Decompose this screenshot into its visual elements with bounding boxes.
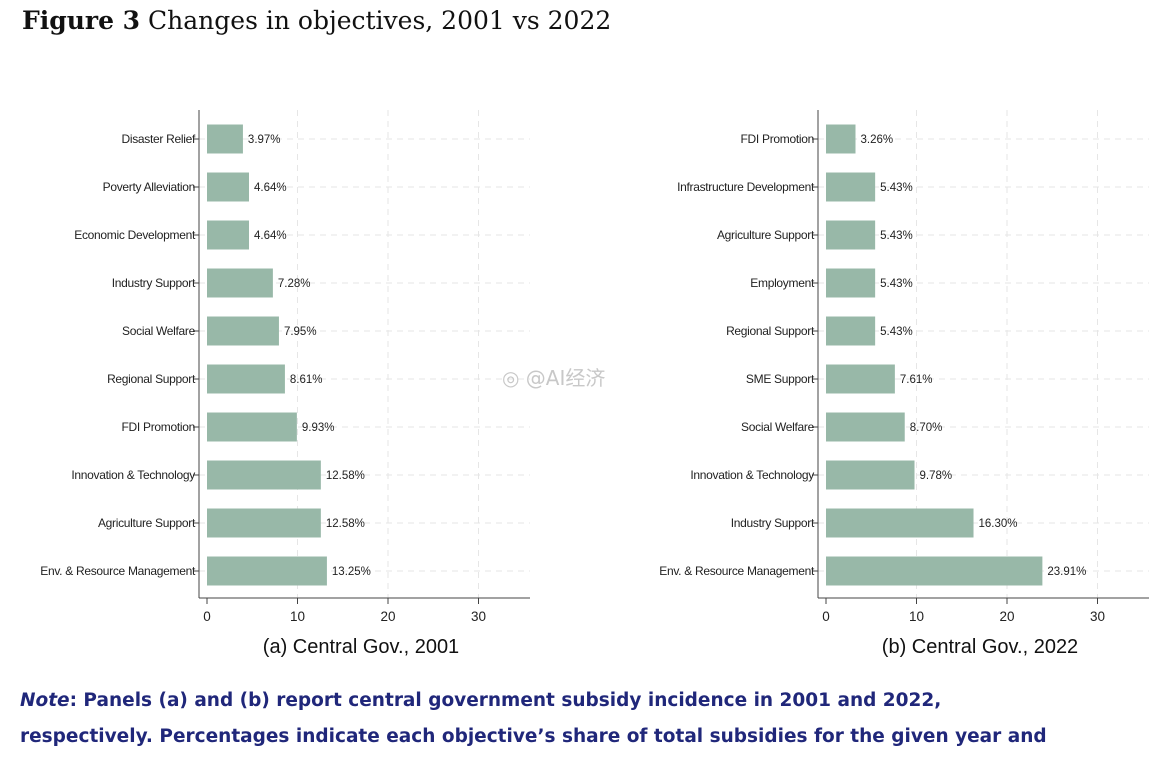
bar xyxy=(826,220,876,250)
chart-panel-b: FDI Promotion 3.26% Infrastructure Develop… xyxy=(659,110,1149,658)
category-label: Social Welfare xyxy=(741,420,815,434)
data-label: 3.97% xyxy=(248,134,281,146)
data-label: 7.95% xyxy=(284,326,317,338)
data-label: 12.58% xyxy=(326,518,365,530)
bar xyxy=(207,124,243,154)
category-label: Industry Support xyxy=(112,276,196,290)
x-tick-label: 20 xyxy=(380,609,395,624)
x-tick-label: 10 xyxy=(909,609,924,624)
x-tick-label: 0 xyxy=(822,609,830,624)
bar xyxy=(207,412,297,442)
category-label: Innovation & Technology xyxy=(690,468,814,482)
note-line-1-text: : Panels (a) and (b) report central gove… xyxy=(69,690,942,711)
bar xyxy=(207,172,249,202)
data-label: 4.64% xyxy=(254,182,287,194)
bar xyxy=(207,268,273,298)
data-label: 13.25% xyxy=(332,566,371,578)
category-label: Economic Development xyxy=(74,228,196,242)
category-label: Industry Support xyxy=(731,516,815,530)
data-label: 9.78% xyxy=(920,470,953,482)
note-label: Note xyxy=(20,690,70,711)
category-label: FDI Promotion xyxy=(741,132,814,146)
category-label: Env. & Resource Management xyxy=(40,564,196,578)
data-label: 3.26% xyxy=(861,134,894,146)
bar xyxy=(826,268,876,298)
category-label: Infrastructure Development xyxy=(677,180,815,194)
x-tick-label: 10 xyxy=(290,609,305,624)
data-label: 5.43% xyxy=(880,230,913,242)
data-label: 12.58% xyxy=(326,470,365,482)
bar xyxy=(207,460,321,490)
watermark: ◎ @AI经济 xyxy=(502,366,606,390)
category-label: Poverty Alleviation xyxy=(103,180,195,194)
bar xyxy=(826,172,876,202)
data-label: 5.43% xyxy=(880,326,913,338)
bar xyxy=(826,556,1043,586)
bar xyxy=(826,124,856,154)
bar xyxy=(207,556,327,586)
panel-caption: (a) Central Gov., 2001 xyxy=(263,636,459,658)
data-label: 8.61% xyxy=(290,374,323,386)
data-label: 7.28% xyxy=(278,278,311,290)
category-label: Disaster Relief xyxy=(121,132,195,146)
category-label: FDI Promotion xyxy=(122,420,195,434)
category-label: Agriculture Support xyxy=(98,516,196,530)
bar xyxy=(207,508,321,538)
data-label: 5.43% xyxy=(880,182,913,194)
x-tick-label: 30 xyxy=(1090,609,1105,624)
bar xyxy=(826,460,915,490)
bar xyxy=(826,412,905,442)
data-label: 8.70% xyxy=(910,422,943,434)
panel-caption: (b) Central Gov., 2022 xyxy=(882,636,1078,658)
category-label: Employment xyxy=(750,276,815,290)
chart-panel-a: Disaster Relief 3.97% Poverty Alleviation 4… xyxy=(40,110,530,658)
data-label: 7.61% xyxy=(900,374,933,386)
figure-note: Note: Panels (a) and (b) report central … xyxy=(20,683,1160,755)
category-label: Innovation & Technology xyxy=(71,468,195,482)
category-label: Env. & Resource Management xyxy=(659,564,815,578)
bar xyxy=(826,316,876,346)
data-label: 23.91% xyxy=(1047,566,1086,578)
data-label: 5.43% xyxy=(880,278,913,290)
note-line-1: Note: Panels (a) and (b) report central … xyxy=(20,683,1160,719)
category-label: Agriculture Support xyxy=(717,228,815,242)
bar xyxy=(207,364,285,394)
data-label: 9.93% xyxy=(302,422,335,434)
category-label: Regional Support xyxy=(107,372,196,386)
bar xyxy=(207,316,279,346)
x-tick-label: 30 xyxy=(471,609,486,624)
data-label: 4.64% xyxy=(254,230,287,242)
category-label: Social Welfare xyxy=(122,324,196,338)
category-label: SME Support xyxy=(746,372,815,386)
bar xyxy=(207,220,249,250)
figure-title: Figure 3 Changes in objectives, 2001 vs … xyxy=(22,6,611,35)
data-label: 16.30% xyxy=(979,518,1018,530)
figure-title-text: Changes in objectives, 2001 vs 2022 xyxy=(148,6,612,35)
figure-label: Figure 3 xyxy=(22,6,141,35)
bar xyxy=(826,364,895,394)
category-label: Regional Support xyxy=(726,324,815,338)
bar xyxy=(826,508,974,538)
x-tick-label: 20 xyxy=(999,609,1014,624)
x-tick-label: 0 xyxy=(203,609,211,624)
note-line-2: respectively. Percentages indicate each … xyxy=(20,726,1047,747)
